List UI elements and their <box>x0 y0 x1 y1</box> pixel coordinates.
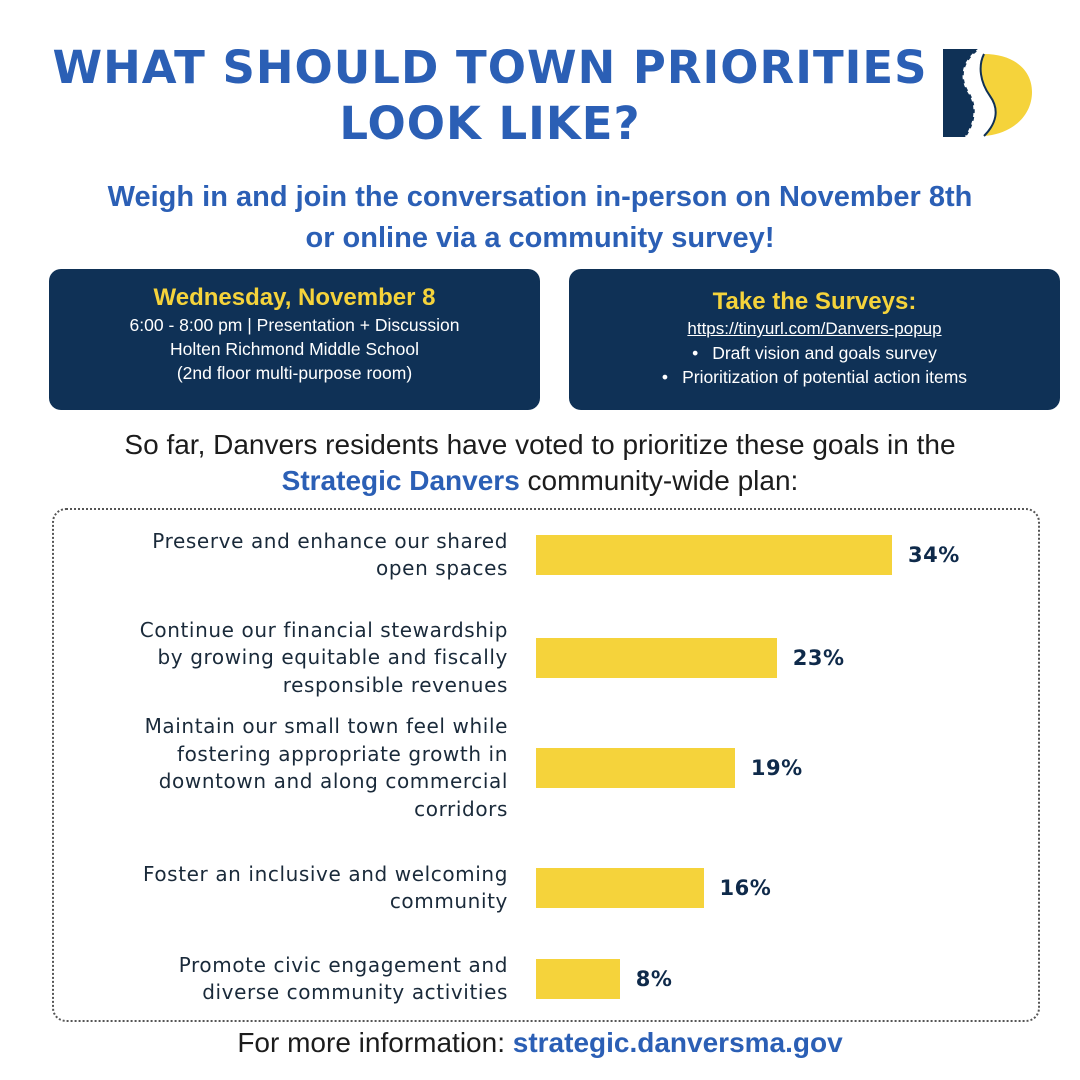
intro-line-1: So far, Danvers residents have voted to … <box>124 429 956 460</box>
bar <box>536 959 620 999</box>
bar-value-label: 8% <box>635 967 673 991</box>
goal-label-line: diverse community activities <box>202 980 508 1004</box>
bar <box>536 535 892 575</box>
bar-value-label: 16% <box>719 876 772 900</box>
survey-list: Draft vision and goals survey Prioritiza… <box>569 341 1060 389</box>
survey-heading: Take the Surveys: <box>712 288 917 315</box>
goal-label: Maintain our small town feel while foster… <box>60 713 508 823</box>
bar <box>536 748 735 788</box>
goal-label-line: Continue our financial stewardship <box>139 617 508 642</box>
bar <box>536 868 704 908</box>
goal-label: Promote civic engagement and diverse comm… <box>60 952 508 1007</box>
subtitle-line-2: or online via a community survey! <box>305 222 775 254</box>
title-line-2: LOOK LIKE? <box>339 97 641 150</box>
intro-line-2: community-wide plan: <box>519 465 799 496</box>
event-card: Wednesday, November 8 6:00 - 8:00 pm | P… <box>49 269 540 410</box>
intro-text: So far, Danvers residents have voted to … <box>20 427 1060 499</box>
survey-item: Prioritization of potential action items <box>569 365 1060 389</box>
goal-label-line: community <box>389 889 508 913</box>
goal-label: Continue our financial stewardship by gro… <box>60 617 508 700</box>
bar-value-label: 19% <box>750 756 803 780</box>
goal-label-line: corridors <box>414 796 508 821</box>
subtitle-line-1: Weigh in and join the conversation in-pe… <box>107 181 973 213</box>
footer-text: For more information: <box>237 1027 513 1058</box>
goal-label: Foster an inclusive and welcoming communi… <box>60 861 508 916</box>
goal-label-line: responsible revenues <box>282 672 508 697</box>
goal-label-line: downtown and along commercial <box>158 769 508 793</box>
goal-label-line: fostering appropriate growth in <box>176 741 508 766</box>
strategic-danvers-logo-icon <box>943 47 1032 138</box>
goal-label-line: Preserve and enhance our shared <box>152 528 508 553</box>
goal-label-line: by growing equitable and fiscally <box>157 645 508 670</box>
event-time: 6:00 - 8:00 pm | Presentation + Discussi… <box>129 315 460 335</box>
survey-link[interactable]: https://tinyurl.com/Danvers-popup <box>687 319 942 338</box>
plan-name: Strategic Danvers <box>281 465 520 496</box>
subtitle: Weigh in and join the conversation in-pe… <box>20 177 1060 259</box>
bar-value-label: 34% <box>907 543 960 567</box>
goal-label: Preserve and enhance our shared open spac… <box>60 528 508 583</box>
event-location: Holten Richmond Middle School <box>169 339 420 359</box>
chart-frame <box>52 508 1040 1022</box>
event-heading: Wednesday, November 8 <box>153 284 436 311</box>
survey-card: Take the Surveys: https://tinyurl.com/Da… <box>569 269 1060 410</box>
goal-label-line: Promote civic engagement and <box>178 952 508 977</box>
footer-link[interactable]: strategic.danversma.gov <box>512 1027 843 1058</box>
goal-label-line: open spaces <box>376 556 508 580</box>
bar <box>536 638 777 678</box>
footer: For more information: strategic.danversm… <box>20 1023 1060 1063</box>
survey-item: Draft vision and goals survey <box>569 341 1060 365</box>
bar-value-label: 23% <box>792 646 845 670</box>
event-room: (2nd floor multi-purpose room) <box>176 363 413 383</box>
title-line-1: WHAT SHOULD TOWN PRIORITIES <box>52 41 928 94</box>
page-title: WHAT SHOULD TOWN PRIORITIES LOOK LIKE? <box>40 40 940 152</box>
goal-label-line: Foster an inclusive and welcoming <box>142 861 508 886</box>
goal-label-line: Maintain our small town feel while <box>144 714 508 738</box>
